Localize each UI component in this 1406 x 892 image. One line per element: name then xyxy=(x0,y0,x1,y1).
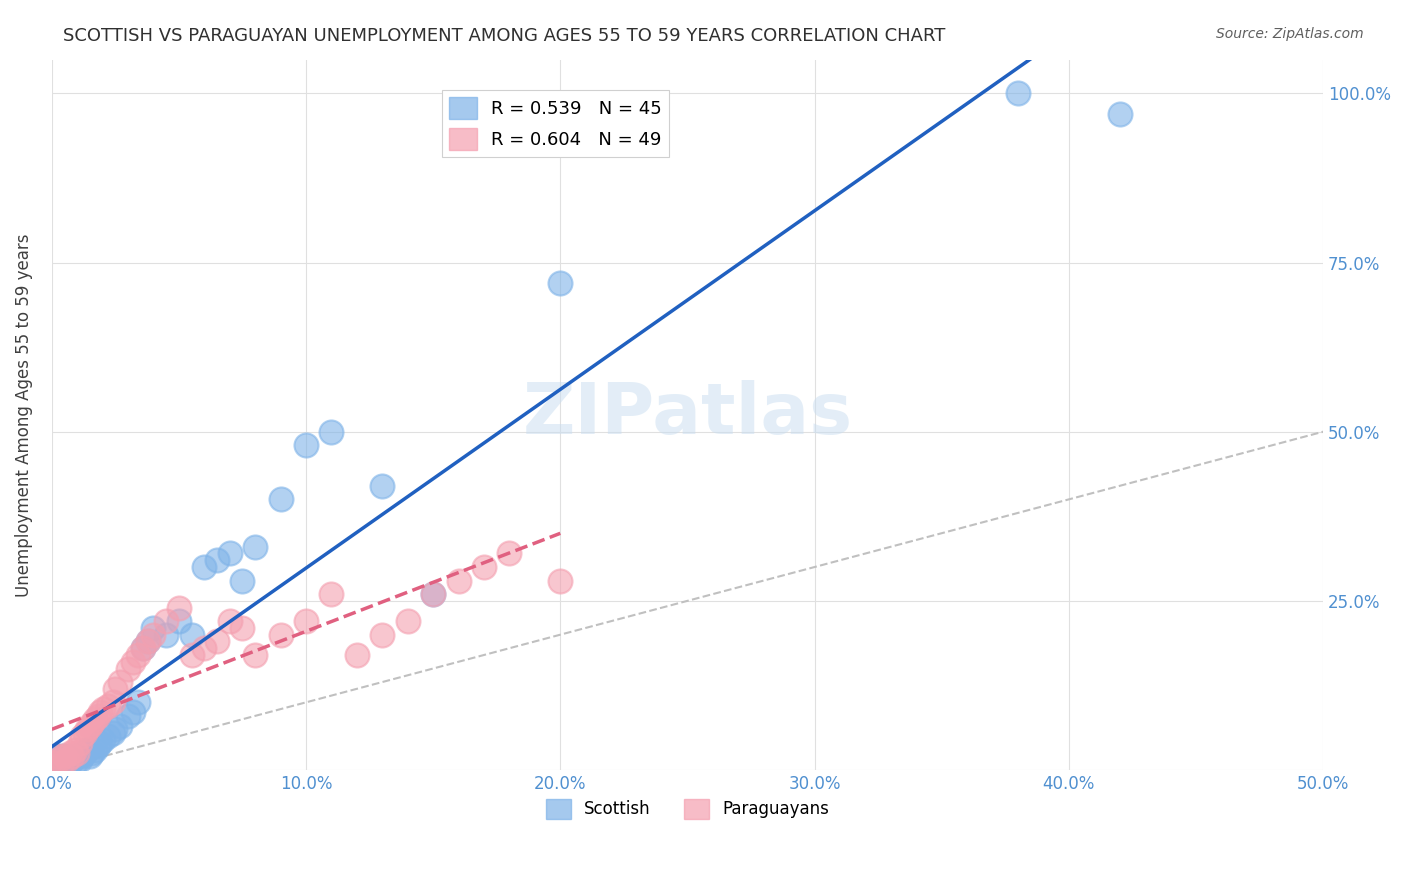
Scottish xyxy=(193,560,215,574)
Scottish xyxy=(1108,106,1130,120)
Scottish xyxy=(180,628,202,642)
Paraguayans xyxy=(51,756,73,771)
Scottish xyxy=(60,753,83,767)
Scottish xyxy=(97,729,120,743)
Scottish xyxy=(142,621,165,635)
Scottish xyxy=(76,742,98,756)
Scottish xyxy=(58,756,80,771)
Paraguayans xyxy=(84,712,107,726)
Paraguayans xyxy=(53,749,76,764)
Paraguayans xyxy=(79,719,101,733)
Paraguayans xyxy=(447,574,470,588)
Scottish xyxy=(72,749,94,764)
Paraguayans xyxy=(69,736,91,750)
Paraguayans xyxy=(132,641,155,656)
Paraguayans xyxy=(58,746,80,760)
Paraguayans xyxy=(396,614,419,628)
Paraguayans xyxy=(243,648,266,662)
Scottish xyxy=(371,479,394,493)
Paraguayans xyxy=(45,749,67,764)
Scottish xyxy=(45,749,67,764)
Scottish xyxy=(89,736,111,750)
Paraguayans xyxy=(180,648,202,662)
Scottish xyxy=(51,749,73,764)
Scottish xyxy=(295,438,318,452)
Scottish xyxy=(91,732,114,747)
Scottish xyxy=(66,749,89,764)
Scottish xyxy=(1007,87,1029,101)
Scottish xyxy=(56,749,79,764)
Scottish xyxy=(69,753,91,767)
Text: Source: ZipAtlas.com: Source: ZipAtlas.com xyxy=(1216,27,1364,41)
Text: SCOTTISH VS PARAGUAYAN UNEMPLOYMENT AMONG AGES 55 TO 59 YEARS CORRELATION CHART: SCOTTISH VS PARAGUAYAN UNEMPLOYMENT AMON… xyxy=(63,27,946,45)
Scottish xyxy=(321,425,343,439)
Y-axis label: Unemployment Among Ages 55 to 59 years: Unemployment Among Ages 55 to 59 years xyxy=(15,233,32,597)
Paraguayans xyxy=(498,547,520,561)
Scottish xyxy=(104,723,127,737)
Paraguayans xyxy=(270,628,292,642)
Scottish xyxy=(110,719,132,733)
Paraguayans xyxy=(63,742,86,756)
Paraguayans xyxy=(66,746,89,760)
Scottish xyxy=(48,756,70,771)
Paraguayans xyxy=(218,614,240,628)
Paraguayans xyxy=(346,648,368,662)
Legend: Scottish, Paraguayans: Scottish, Paraguayans xyxy=(538,792,835,826)
Paraguayans xyxy=(91,702,114,716)
Paraguayans xyxy=(155,614,177,628)
Paraguayans xyxy=(117,661,139,675)
Paraguayans xyxy=(60,749,83,764)
Scottish xyxy=(550,276,572,290)
Scottish xyxy=(122,706,145,720)
Paraguayans xyxy=(422,587,444,601)
Paraguayans xyxy=(321,587,343,601)
Paraguayans xyxy=(89,706,111,720)
Paraguayans xyxy=(110,675,132,690)
Paraguayans xyxy=(167,600,190,615)
Paraguayans xyxy=(48,753,70,767)
Paraguayans xyxy=(73,726,96,740)
Scottish xyxy=(138,634,160,648)
Scottish xyxy=(101,726,124,740)
Paraguayans xyxy=(44,756,66,771)
Scottish xyxy=(117,709,139,723)
Scottish xyxy=(63,756,86,771)
Paraguayans xyxy=(101,695,124,709)
Paraguayans xyxy=(127,648,149,662)
Paraguayans xyxy=(86,709,108,723)
Paraguayans xyxy=(231,621,253,635)
Paraguayans xyxy=(371,628,394,642)
Text: ZIPatlas: ZIPatlas xyxy=(523,380,852,450)
Scottish xyxy=(270,492,292,507)
Scottish xyxy=(127,695,149,709)
Scottish xyxy=(155,628,177,642)
Paraguayans xyxy=(295,614,318,628)
Scottish xyxy=(84,742,107,756)
Scottish xyxy=(231,574,253,588)
Scottish xyxy=(82,746,104,760)
Scottish xyxy=(79,749,101,764)
Scottish xyxy=(218,547,240,561)
Paraguayans xyxy=(142,628,165,642)
Paraguayans xyxy=(56,753,79,767)
Paraguayans xyxy=(72,729,94,743)
Paraguayans xyxy=(550,574,572,588)
Paraguayans xyxy=(138,634,160,648)
Scottish xyxy=(205,553,228,567)
Scottish xyxy=(167,614,190,628)
Scottish xyxy=(86,739,108,754)
Paraguayans xyxy=(97,698,120,713)
Scottish xyxy=(243,540,266,554)
Paraguayans xyxy=(205,634,228,648)
Paraguayans xyxy=(122,655,145,669)
Paraguayans xyxy=(104,681,127,696)
Paraguayans xyxy=(76,723,98,737)
Scottish xyxy=(132,641,155,656)
Paraguayans xyxy=(82,715,104,730)
Scottish xyxy=(73,746,96,760)
Scottish xyxy=(53,756,76,771)
Paraguayans xyxy=(472,560,495,574)
Paraguayans xyxy=(193,641,215,656)
Scottish xyxy=(422,587,444,601)
